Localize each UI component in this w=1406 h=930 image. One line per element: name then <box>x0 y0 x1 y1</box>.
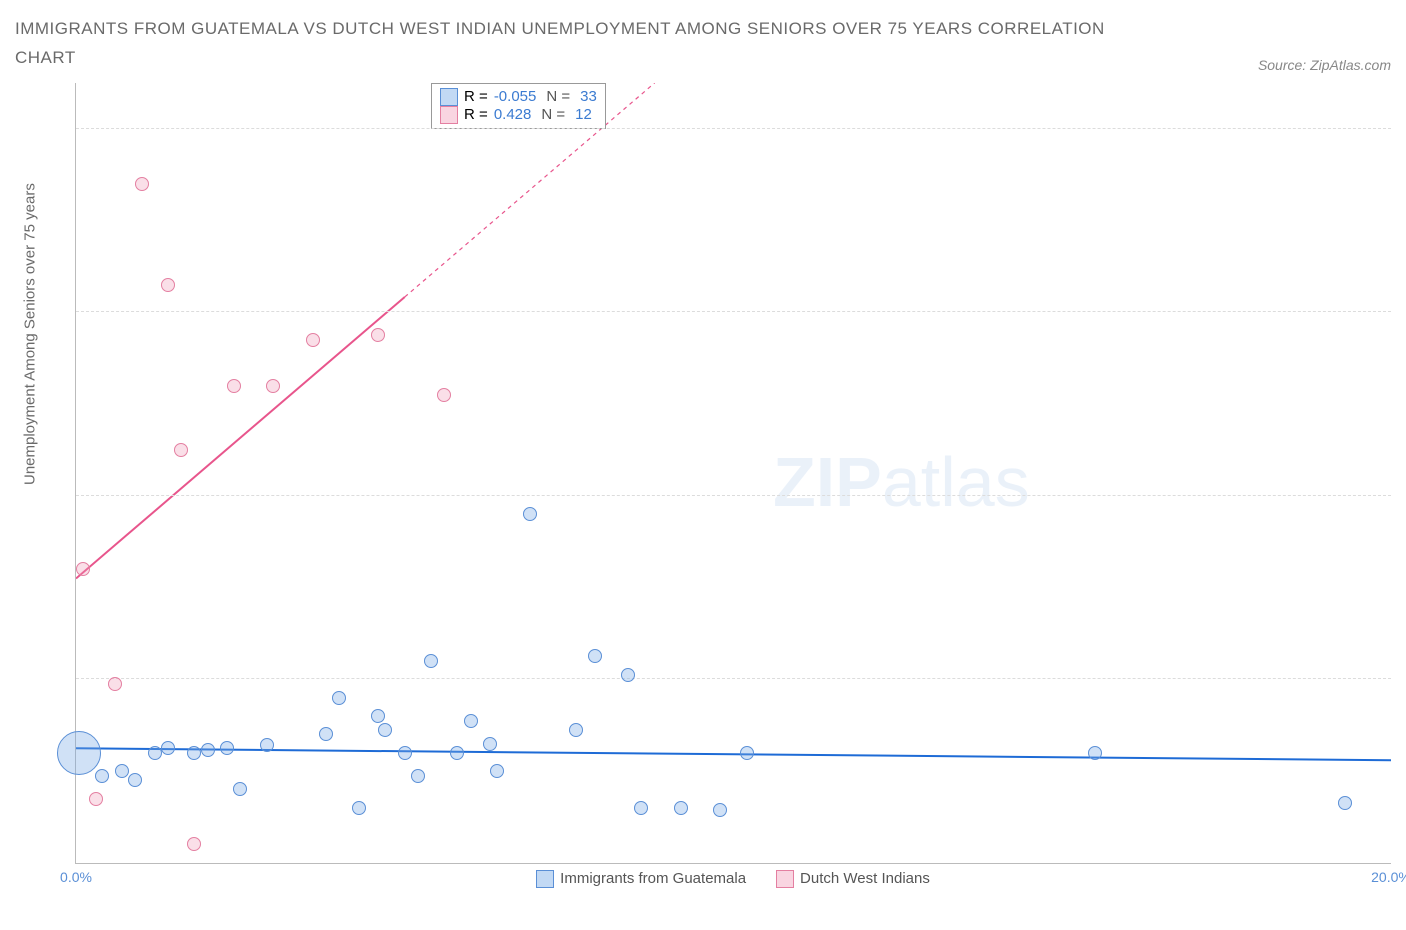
data-point-guatemala <box>378 723 392 737</box>
data-point-guatemala <box>57 731 101 775</box>
legend-item-dutch: Dutch West Indians <box>776 870 930 888</box>
data-point-guatemala <box>148 746 162 760</box>
data-point-dutch <box>187 837 201 851</box>
n-label: N = <box>541 106 565 123</box>
data-point-dutch <box>76 562 90 576</box>
legend-item-guatemala: Immigrants from Guatemala <box>536 870 746 888</box>
r-label: R = <box>464 88 488 105</box>
data-point-guatemala <box>1088 746 1102 760</box>
legend-swatch-dutch <box>776 870 794 888</box>
data-point-dutch <box>227 379 241 393</box>
trend-line-guatemala <box>76 748 1391 760</box>
data-point-guatemala <box>464 714 478 728</box>
data-point-guatemala <box>634 801 648 815</box>
stats-row-guatemala: R = -0.055 N = 33 <box>440 88 597 106</box>
legend-label-guatemala: Immigrants from Guatemala <box>560 870 746 887</box>
x-tick-label: 20.0% <box>1371 869 1406 885</box>
trend-line-dutch <box>76 297 405 579</box>
x-tick-label: 0.0% <box>60 869 92 885</box>
data-point-guatemala <box>450 746 464 760</box>
watermark-light: atlas <box>882 443 1030 521</box>
data-point-guatemala <box>161 741 175 755</box>
data-point-dutch <box>306 333 320 347</box>
source-attribution: Source: ZipAtlas.com <box>1258 57 1391 73</box>
data-point-guatemala <box>95 769 109 783</box>
data-point-guatemala <box>588 649 602 663</box>
data-point-dutch <box>161 278 175 292</box>
data-point-guatemala <box>1338 796 1352 810</box>
r-value-dutch: 0.428 <box>494 106 532 123</box>
data-point-dutch <box>108 677 122 691</box>
n-value-guatemala: 33 <box>580 88 597 105</box>
data-point-guatemala <box>115 764 129 778</box>
chart-title: IMMIGRANTS FROM GUATEMALA VS DUTCH WEST … <box>15 15 1115 73</box>
data-point-guatemala <box>621 668 635 682</box>
data-point-dutch <box>89 792 103 806</box>
data-point-guatemala <box>371 709 385 723</box>
data-point-dutch <box>174 443 188 457</box>
data-point-guatemala <box>260 738 274 752</box>
data-point-guatemala <box>398 746 412 760</box>
stats-row-dutch: R = 0.428 N = 12 <box>440 106 597 124</box>
grid-line <box>76 678 1391 679</box>
data-point-dutch <box>437 388 451 402</box>
swatch-dutch <box>440 106 458 124</box>
data-point-guatemala <box>523 507 537 521</box>
data-point-guatemala <box>187 746 201 760</box>
watermark: ZIPatlas <box>773 442 1030 522</box>
grid-line <box>76 311 1391 312</box>
legend-swatch-guatemala <box>536 870 554 888</box>
r-label: R = <box>464 106 488 123</box>
data-point-guatemala <box>352 801 366 815</box>
data-point-guatemala <box>483 737 497 751</box>
data-point-guatemala <box>332 691 346 705</box>
data-point-guatemala <box>424 654 438 668</box>
data-point-guatemala <box>713 803 727 817</box>
n-value-dutch: 12 <box>575 106 592 123</box>
data-point-guatemala <box>319 727 333 741</box>
watermark-bold: ZIP <box>773 443 882 521</box>
swatch-guatemala <box>440 88 458 106</box>
data-point-guatemala <box>490 764 504 778</box>
grid-line <box>76 495 1391 496</box>
plot-area: ZIPatlas R = -0.055 N = 33 R = 0.428 N =… <box>75 83 1391 864</box>
data-point-guatemala <box>220 741 234 755</box>
grid-line <box>76 128 1391 129</box>
correlation-stats-box: R = -0.055 N = 33 R = 0.428 N = 12 <box>431 83 606 129</box>
chart-header: IMMIGRANTS FROM GUATEMALA VS DUTCH WEST … <box>15 15 1391 73</box>
data-point-guatemala <box>411 769 425 783</box>
data-point-guatemala <box>740 746 754 760</box>
data-point-dutch <box>371 328 385 342</box>
data-point-guatemala <box>569 723 583 737</box>
legend-label-dutch: Dutch West Indians <box>800 870 930 887</box>
data-point-guatemala <box>674 801 688 815</box>
chart-area: Unemployment Among Seniors over 75 years… <box>15 83 1391 888</box>
legend: Immigrants from Guatemala Dutch West Ind… <box>75 870 1391 888</box>
data-point-guatemala <box>201 743 215 757</box>
r-value-guatemala: -0.055 <box>494 88 537 105</box>
y-axis-label: Unemployment Among Seniors over 75 years <box>22 183 39 485</box>
data-point-guatemala <box>128 773 142 787</box>
data-point-guatemala <box>233 782 247 796</box>
n-label: N = <box>546 88 570 105</box>
data-point-dutch <box>135 177 149 191</box>
data-point-dutch <box>266 379 280 393</box>
